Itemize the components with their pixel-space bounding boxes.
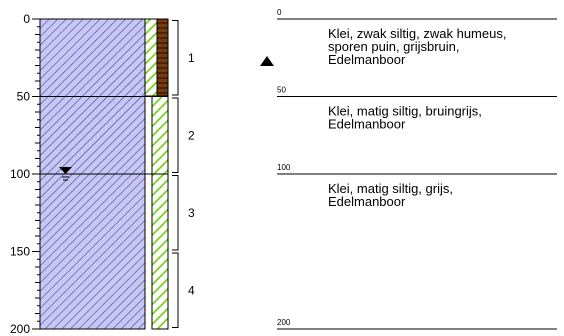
- sample-brackets: 1 2 3 4: [172, 20, 195, 328]
- axis-tick-label: 0: [23, 12, 30, 26]
- sample-bracket: [172, 97, 179, 173]
- layer-boundaries: [40, 96, 168, 175]
- layer-descriptions: 0 Klei, zwak siltig, zwak humeus,sporen p…: [277, 8, 557, 330]
- layer-description-line: Edelmanboor: [328, 117, 406, 132]
- axis-tick-label: 50: [17, 90, 31, 104]
- sample-bracket: [172, 20, 179, 96]
- groundwater-triangle: [59, 167, 72, 174]
- sample-label: 3: [188, 206, 195, 220]
- sample-label: 4: [188, 283, 195, 297]
- depth-axis: 0 50 100 150 200: [10, 12, 41, 336]
- humus-column: [156, 18, 169, 97]
- axis-tick-label: 100: [10, 167, 30, 181]
- sample-bracket: [172, 252, 179, 328]
- layer-top-label: 50: [277, 86, 286, 95]
- sample-label: 2: [188, 128, 195, 142]
- layer-description-line: Klei, zwak siltig, zwak humeus,: [328, 26, 506, 41]
- layer-top-label: 0: [277, 8, 282, 17]
- bottom-label: 200: [277, 318, 291, 327]
- admixture-column-top: [144, 18, 158, 97]
- admixture-column-lower: [151, 95, 169, 330]
- axis-tick-label: 200: [10, 322, 30, 336]
- layer-description-line: Edelmanboor: [328, 52, 406, 67]
- layer-description-line: Klei, matig siltig, grijs,: [328, 181, 453, 196]
- layer-description-line: Klei, matig siltig, bruingrijs,: [328, 104, 482, 119]
- triangle-marker-icon: [260, 56, 274, 66]
- sample-bracket: [172, 175, 179, 251]
- layer-description-line: Edelmanboor: [328, 194, 406, 209]
- layer-description-line: sporen puin, grijsbruin,: [328, 39, 460, 54]
- axis-tick-label: 150: [10, 245, 30, 259]
- sample-label: 1: [188, 51, 195, 65]
- groundwater-level-icon: [59, 167, 72, 181]
- layer-top-label: 100: [277, 163, 291, 172]
